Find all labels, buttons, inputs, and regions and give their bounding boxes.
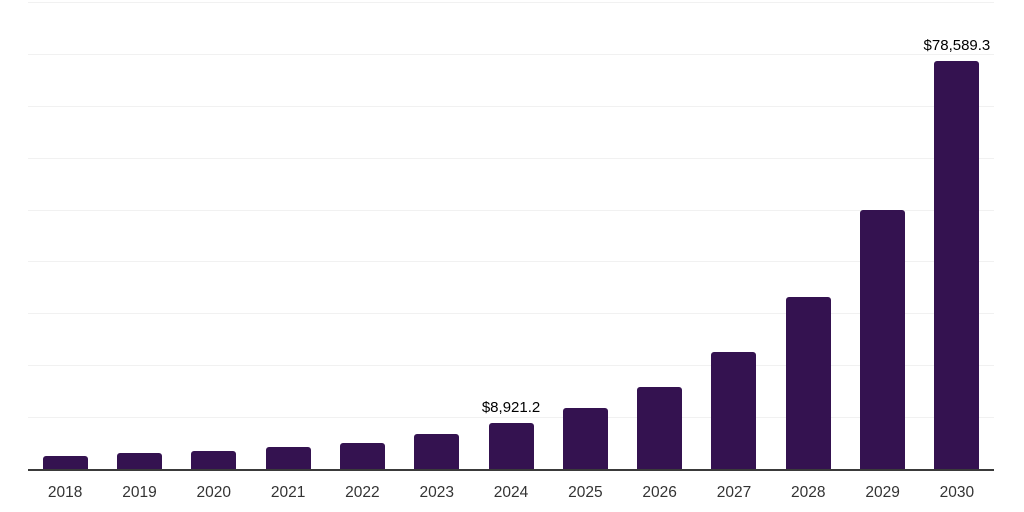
bar-slot-2026 bbox=[623, 2, 697, 469]
gridline-60000 bbox=[28, 157, 994, 159]
bar-2019 bbox=[116, 452, 162, 469]
bar-2028 bbox=[785, 297, 831, 469]
x-tick-2023: 2023 bbox=[419, 484, 454, 501]
x-tick-2029: 2029 bbox=[865, 484, 900, 501]
x-axis-line bbox=[28, 469, 994, 471]
bar-slot-2020 bbox=[177, 2, 251, 469]
bar-2027 bbox=[711, 351, 757, 469]
value-label-2030: $78,589.3 bbox=[923, 37, 991, 55]
x-tick-2021: 2021 bbox=[270, 484, 306, 501]
gridline-70000 bbox=[28, 105, 994, 107]
gridline-50000 bbox=[28, 209, 994, 211]
bar-2022 bbox=[339, 442, 385, 469]
x-tick-2025: 2025 bbox=[568, 484, 603, 501]
bars: $8,921.2 $78,589.3 bbox=[28, 2, 994, 469]
gridline-10000 bbox=[28, 417, 994, 419]
bar-slot-2025 bbox=[548, 2, 622, 469]
bar-slot-2029 bbox=[845, 2, 919, 469]
x-tick-2020: 2020 bbox=[196, 484, 232, 501]
x-tick-2022: 2022 bbox=[345, 484, 380, 501]
value-label-2024: $8,921.2 bbox=[481, 398, 541, 416]
x-tick-2019: 2019 bbox=[122, 484, 157, 501]
gridline-30000 bbox=[28, 313, 994, 315]
bar-slot-2021 bbox=[251, 2, 325, 469]
x-tick-2030: 2030 bbox=[939, 484, 975, 501]
bar-2030 bbox=[934, 61, 980, 469]
bar-slot-2018 bbox=[28, 2, 102, 469]
gridline-20000 bbox=[28, 365, 994, 367]
gridline-40000 bbox=[28, 261, 994, 263]
bar-slot-2030: $78,589.3 bbox=[920, 2, 994, 469]
bar-slot-2024: $8,921.2 bbox=[474, 2, 548, 469]
bar-slot-2019 bbox=[102, 2, 176, 469]
bar-2024 bbox=[488, 422, 534, 469]
bar-2018 bbox=[42, 456, 88, 469]
x-tick-2027: 2027 bbox=[716, 484, 752, 501]
bar-2025 bbox=[562, 407, 608, 469]
bar-slot-2023 bbox=[400, 2, 474, 469]
plot-area: $8,921.2 $78,589.3 bbox=[28, 2, 994, 471]
gridline-80000 bbox=[28, 53, 994, 55]
bar-2026 bbox=[637, 386, 683, 469]
bar-2029 bbox=[860, 209, 906, 469]
bar-slot-2028 bbox=[771, 2, 845, 469]
bar-slot-2022 bbox=[325, 2, 399, 469]
bar-2020 bbox=[191, 450, 237, 469]
bar-slot-2027 bbox=[697, 2, 771, 469]
x-tick-2028: 2028 bbox=[791, 484, 826, 501]
x-tick-2026: 2026 bbox=[642, 484, 677, 501]
bar-2021 bbox=[265, 447, 311, 469]
x-axis-labels: 2018 2019 2020 2021 2022 2023 2024 2025 2026 2027… bbox=[28, 471, 994, 502]
gridline-90000 bbox=[28, 2, 994, 3]
x-tick-2024: 2024 bbox=[493, 484, 529, 501]
bar-2023 bbox=[414, 434, 460, 469]
x-tick-2018: 2018 bbox=[47, 484, 83, 501]
